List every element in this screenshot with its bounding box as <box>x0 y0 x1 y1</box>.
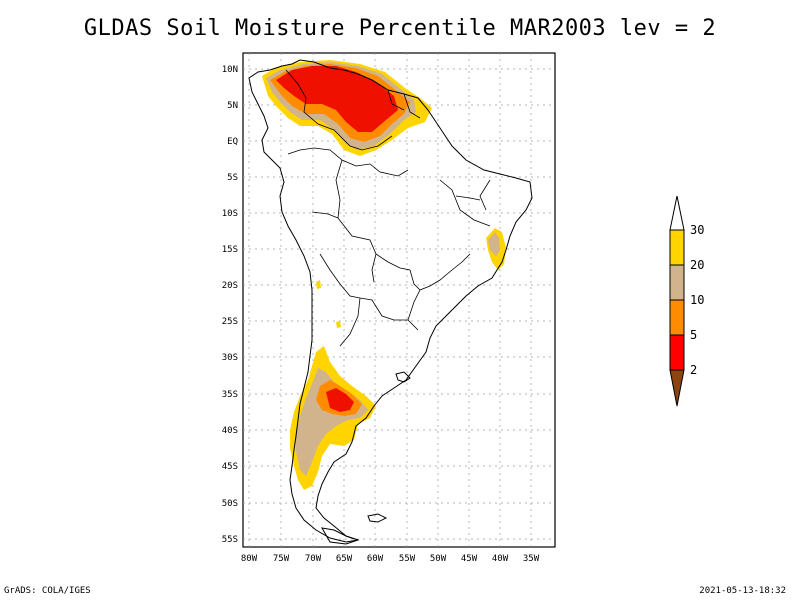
lon-label: 35W <box>523 554 540 564</box>
lat-label: EQ <box>227 137 238 147</box>
lat-label: 25S <box>222 317 238 327</box>
lon-label: 70W <box>305 554 322 564</box>
central-spot-2 <box>336 321 341 328</box>
timestamp-label: 2021-05-13-18:32 <box>699 586 786 596</box>
continent-outline <box>248 59 533 543</box>
legend-swatch-10-20 <box>669 264 685 301</box>
lat-label: 50S <box>222 499 238 509</box>
south-region-red <box>326 388 354 412</box>
longitude-labels: 80W 75W 70W 65W 60W 55W 50W 45W 40W 35W <box>241 554 540 564</box>
northeast-region-tan <box>488 232 500 256</box>
falkland-islands <box>367 513 388 523</box>
lon-label: 65W <box>336 554 353 564</box>
soil-moisture-shading <box>262 60 506 490</box>
coastlines <box>248 59 533 545</box>
credit-label: GrADS: COLA/IGES <box>4 586 91 596</box>
tierra-del-fuego <box>321 527 360 545</box>
lat-label: 5S <box>227 173 238 183</box>
lon-label: 50W <box>430 554 447 564</box>
lat-label: 30S <box>222 353 238 363</box>
legend-label: 2 <box>690 363 697 377</box>
color-legend: 30 20 10 5 2 <box>669 195 704 407</box>
lon-label: 40W <box>492 554 509 564</box>
lat-label: 35S <box>222 390 238 400</box>
map-title: GLDAS Soil Moisture Percentile MAR2003 l… <box>83 16 717 41</box>
latitude-labels: 10N 5N EQ 5S 10S 15S 20S 25S 30S 35S 40S… <box>222 65 238 545</box>
lon-label: 60W <box>367 554 384 564</box>
legend-bottom-triangle <box>669 369 685 407</box>
lat-label: 55S <box>222 535 238 545</box>
lake-patagonia <box>395 371 411 383</box>
legend-top-triangle <box>669 195 685 231</box>
lat-label: 15S <box>222 245 238 255</box>
lon-label: 75W <box>273 554 290 564</box>
lon-label: 45W <box>461 554 478 564</box>
legend-label: 10 <box>690 293 704 307</box>
legend-label: 20 <box>690 258 704 272</box>
lat-label: 45S <box>222 462 238 472</box>
legend-swatch-2-5 <box>669 334 685 371</box>
legend-label: 30 <box>690 223 704 237</box>
legend-swatch-5-10 <box>669 299 685 336</box>
lon-label: 80W <box>241 554 258 564</box>
country-borders <box>285 69 491 347</box>
central-spot <box>316 280 321 289</box>
north-region-red <box>276 66 398 132</box>
legend-swatch-20-30 <box>669 229 685 266</box>
lat-label: 5N <box>227 101 238 111</box>
lat-label: 40S <box>222 426 238 436</box>
lon-label: 55W <box>399 554 416 564</box>
lat-label: 10S <box>222 209 238 219</box>
legend-label: 5 <box>690 328 697 342</box>
lat-label: 10N <box>222 65 238 75</box>
lat-label: 20S <box>222 281 238 291</box>
